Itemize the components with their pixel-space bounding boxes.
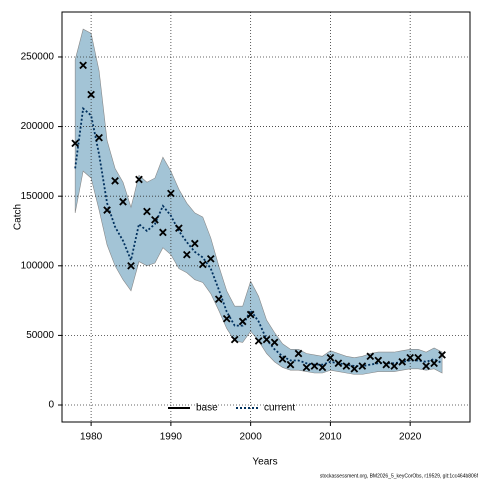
observation-marker	[111, 177, 119, 185]
observation-marker	[334, 359, 343, 368]
observation-marker	[238, 317, 247, 326]
observation-marker	[326, 353, 335, 362]
x-tick-label: 2020	[399, 432, 422, 443]
observation-marker	[159, 228, 167, 237]
observation-marker	[182, 250, 191, 259]
legend-label: current	[264, 403, 295, 414]
x-tick-label: 2010	[319, 432, 342, 443]
y-tick-label: 250000	[21, 52, 55, 63]
footnote: stockassessment.org, BM2026_5_keyCorObs,…	[320, 473, 479, 479]
observation-marker	[190, 239, 199, 248]
observation-marker	[350, 364, 359, 373]
observation-marker	[318, 363, 327, 372]
x-tick-label: 2000	[240, 432, 263, 443]
observation-marker	[278, 355, 287, 363]
observation-marker	[198, 260, 207, 269]
y-tick-label: 150000	[21, 191, 55, 202]
y-tick-label: 50000	[26, 330, 54, 341]
observation-marker	[374, 356, 383, 365]
confidence-band	[74, 28, 443, 375]
observation-marker	[119, 197, 127, 206]
observation-marker	[270, 338, 279, 347]
plot-frame	[61, 11, 471, 423]
observation-marker	[286, 360, 295, 369]
observation-marker	[342, 362, 351, 370]
observation-marker	[406, 353, 415, 362]
observation-marker	[230, 335, 239, 344]
observation-marker	[143, 207, 151, 216]
observation-marker	[366, 352, 375, 361]
observation-marker	[127, 261, 135, 270]
x-tick-label: 1990	[160, 432, 183, 443]
observation-marker	[438, 351, 446, 359]
y-tick-label: 200000	[21, 121, 55, 132]
observation-marker	[79, 61, 87, 70]
observation-marker	[302, 363, 311, 372]
observation-marker	[214, 295, 223, 304]
observation-marker	[87, 90, 95, 99]
observation-marker	[414, 353, 422, 362]
x-tick-label: 1980	[80, 432, 103, 443]
observation-marker	[262, 335, 271, 344]
observation-marker	[382, 360, 391, 369]
observation-marker	[103, 206, 111, 214]
observation-marker	[310, 362, 319, 370]
observation-marker	[222, 314, 231, 323]
observation-marker	[95, 133, 103, 142]
observation-marker	[294, 349, 303, 358]
observation-marker	[254, 337, 263, 345]
observation-marker	[71, 139, 79, 148]
observation-marker	[151, 216, 159, 224]
y-axis-label: Catch	[13, 204, 24, 230]
y-tick-label: 100000	[21, 260, 55, 271]
legend-label: base	[196, 403, 218, 414]
observation-marker	[175, 224, 183, 233]
observation-marker	[358, 362, 367, 370]
observation-marker	[422, 362, 430, 370]
y-tick-label: 0	[48, 400, 54, 411]
observation-marker	[398, 358, 407, 366]
observation-marker	[430, 359, 438, 368]
observation-marker	[135, 175, 143, 184]
observation-marker	[390, 362, 399, 370]
observation-marker	[167, 189, 175, 198]
x-axis-label: Years	[252, 457, 277, 468]
observation-marker	[246, 310, 255, 319]
observation-marker	[206, 254, 215, 263]
